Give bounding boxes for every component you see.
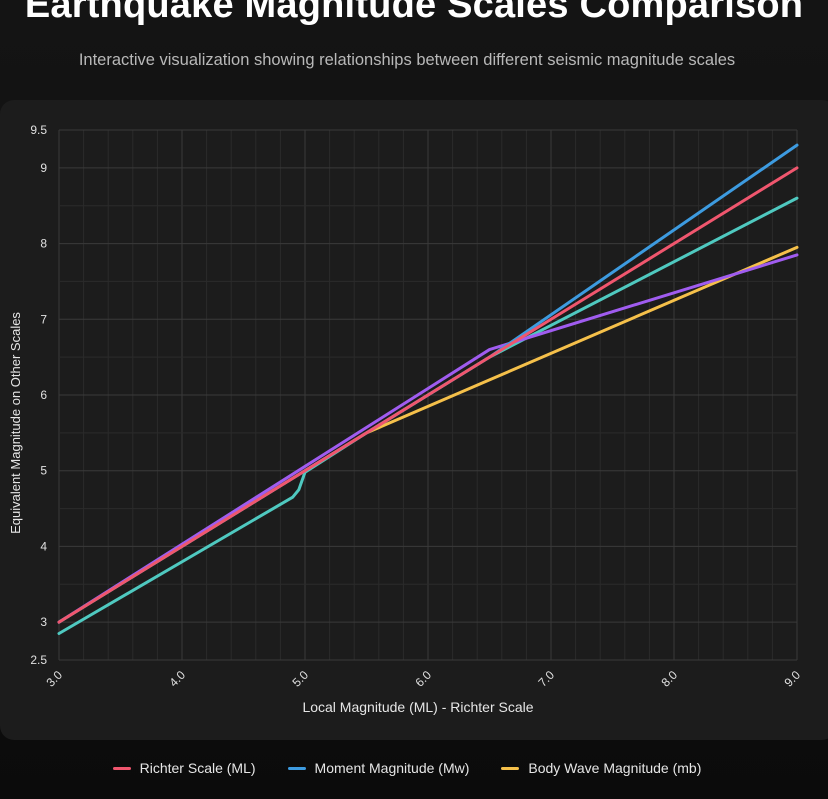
x-tick-label: 3.0 xyxy=(43,668,65,690)
legend-item[interactable]: Body Wave Magnitude (mb) xyxy=(501,760,701,776)
page-subtitle: Interactive visualization showing relati… xyxy=(78,51,736,69)
legend-swatch xyxy=(287,766,306,770)
series-line[interactable] xyxy=(57,253,799,624)
y-tick-label: 2.5 xyxy=(30,653,47,667)
legend-item[interactable]: Moment Magnitude (Mw) xyxy=(287,760,470,776)
legend-label: Body Wave Magnitude (mb) xyxy=(528,760,702,776)
x-tick-label: 8.0 xyxy=(658,668,680,690)
y-tick-label: 9 xyxy=(40,161,47,175)
x-tick-label: 5.0 xyxy=(289,668,311,690)
chart-card: 2.5 3 4 5 6 7 8 9 9.5 3.0 4.0 5.0 6.0 7.0 8.0 9.0 Local … xyxy=(0,100,828,740)
y-tick-label: 5 xyxy=(40,464,47,478)
legend-swatch xyxy=(112,766,131,770)
y-axis-title: Equivalent Magnitude on Other Scales xyxy=(8,312,23,534)
legend-label: Richter Scale (ML) xyxy=(139,760,256,776)
x-tick-label: 6.0 xyxy=(412,668,434,690)
x-axis-title: Local Magnitude (ML) - Richter Scale xyxy=(302,699,533,715)
x-tick-label: 7.0 xyxy=(535,668,557,690)
y-tick-label: 4 xyxy=(40,539,47,553)
y-tick-label: 7 xyxy=(40,312,47,326)
magnitude-chart[interactable]: 2.5 3 4 5 6 7 8 9 9.5 3.0 4.0 5.0 6.0 7.0 8.0 9.0 Local … xyxy=(0,100,828,740)
x-tick-label: 4.0 xyxy=(166,668,188,690)
y-tick-label: 3 xyxy=(40,615,47,629)
legend-item[interactable]: Richter Scale (ML) xyxy=(112,760,256,776)
legend-label: Moment Magnitude (Mw) xyxy=(314,760,470,776)
series-line[interactable] xyxy=(57,166,799,624)
y-tick-label: 6 xyxy=(40,388,47,402)
y-tick-label: 9.5 xyxy=(30,123,47,137)
legend-swatch xyxy=(501,766,520,770)
x-tick-label: 9.0 xyxy=(781,668,803,690)
chart-legend: Richter Scale (ML) Moment Magnitude (Mw) B… xyxy=(0,760,814,776)
page-title: Earthquake Magnitude Scales Comparison xyxy=(24,0,804,26)
y-tick-label: 8 xyxy=(40,237,47,251)
